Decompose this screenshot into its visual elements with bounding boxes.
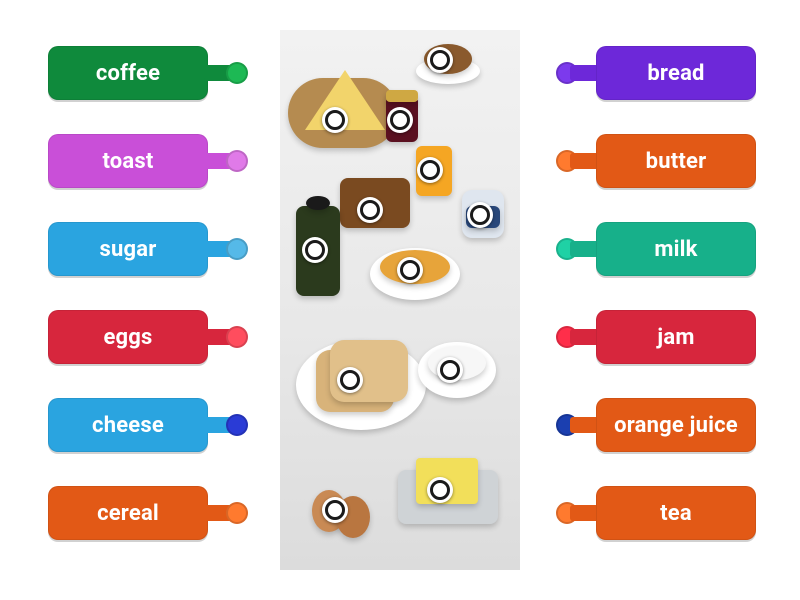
label-chip: milk — [596, 222, 756, 276]
label-text: cereal — [97, 501, 159, 526]
label-jam[interactable]: jam — [556, 310, 756, 364]
label-text: coffee — [96, 61, 160, 86]
pin-ring-icon — [430, 480, 450, 500]
label-text: orange juice — [614, 413, 738, 438]
label-chip: butter — [596, 134, 756, 188]
label-cheese[interactable]: cheese — [48, 398, 248, 452]
pin-jam[interactable] — [387, 107, 413, 133]
label-knob-icon — [226, 502, 248, 524]
label-knob-icon — [226, 62, 248, 84]
pin-ring-icon — [360, 200, 380, 220]
label-orange-juice[interactable]: orange juice — [556, 398, 756, 452]
pin-milk[interactable] — [467, 202, 493, 228]
label-chip: toast — [48, 134, 208, 188]
jam-lid — [386, 90, 418, 102]
pin-ring-icon — [325, 110, 345, 130]
label-chip: bread — [596, 46, 756, 100]
labelling-diagram: coffee toast sugar eggs cheese cereal bread but… — [0, 0, 800, 600]
label-chip: jam — [596, 310, 756, 364]
label-eggs[interactable]: eggs — [48, 310, 248, 364]
pin-ring-icon — [420, 160, 440, 180]
label-knob-icon — [226, 414, 248, 436]
label-cereal[interactable]: cereal — [48, 486, 248, 540]
pin-bread[interactable] — [337, 367, 363, 393]
pin-cereal[interactable] — [397, 257, 423, 283]
label-chip: cereal — [48, 486, 208, 540]
label-text: sugar — [99, 237, 156, 262]
pin-juice[interactable] — [417, 157, 443, 183]
pin-toast[interactable] — [357, 197, 383, 223]
label-butter[interactable]: butter — [556, 134, 756, 188]
pin-coffee[interactable] — [302, 237, 328, 263]
label-sugar[interactable]: sugar — [48, 222, 248, 276]
pin-ring-icon — [340, 370, 360, 390]
pin-sugar[interactable] — [437, 357, 463, 383]
pin-butter[interactable] — [427, 477, 453, 503]
pin-ring-icon — [440, 360, 460, 380]
label-bread[interactable]: bread — [556, 46, 756, 100]
press-knob — [306, 196, 330, 210]
label-text: tea — [660, 501, 692, 526]
label-text: toast — [102, 149, 153, 174]
pin-cheese[interactable] — [322, 107, 348, 133]
label-knob-icon — [226, 326, 248, 348]
label-chip: cheese — [48, 398, 208, 452]
label-text: eggs — [103, 325, 152, 350]
label-chip: sugar — [48, 222, 208, 276]
label-toast[interactable]: toast — [48, 134, 248, 188]
label-knob-icon — [226, 150, 248, 172]
pin-ring-icon — [470, 205, 490, 225]
label-coffee[interactable]: coffee — [48, 46, 248, 100]
label-text: milk — [654, 237, 697, 262]
pin-ring-icon — [325, 500, 345, 520]
pin-eggs[interactable] — [322, 497, 348, 523]
label-tea[interactable]: tea — [556, 486, 756, 540]
pin-tea[interactable] — [427, 47, 453, 73]
pin-ring-icon — [305, 240, 325, 260]
pin-ring-icon — [400, 260, 420, 280]
label-chip: tea — [596, 486, 756, 540]
label-text: jam — [657, 325, 694, 350]
label-text: bread — [647, 61, 704, 86]
pin-ring-icon — [390, 110, 410, 130]
label-milk[interactable]: milk — [556, 222, 756, 276]
label-knob-icon — [226, 238, 248, 260]
label-text: butter — [646, 149, 707, 174]
label-chip: eggs — [48, 310, 208, 364]
label-chip: coffee — [48, 46, 208, 100]
pin-ring-icon — [430, 50, 450, 70]
label-text: cheese — [92, 413, 164, 438]
label-chip: orange juice — [596, 398, 756, 452]
